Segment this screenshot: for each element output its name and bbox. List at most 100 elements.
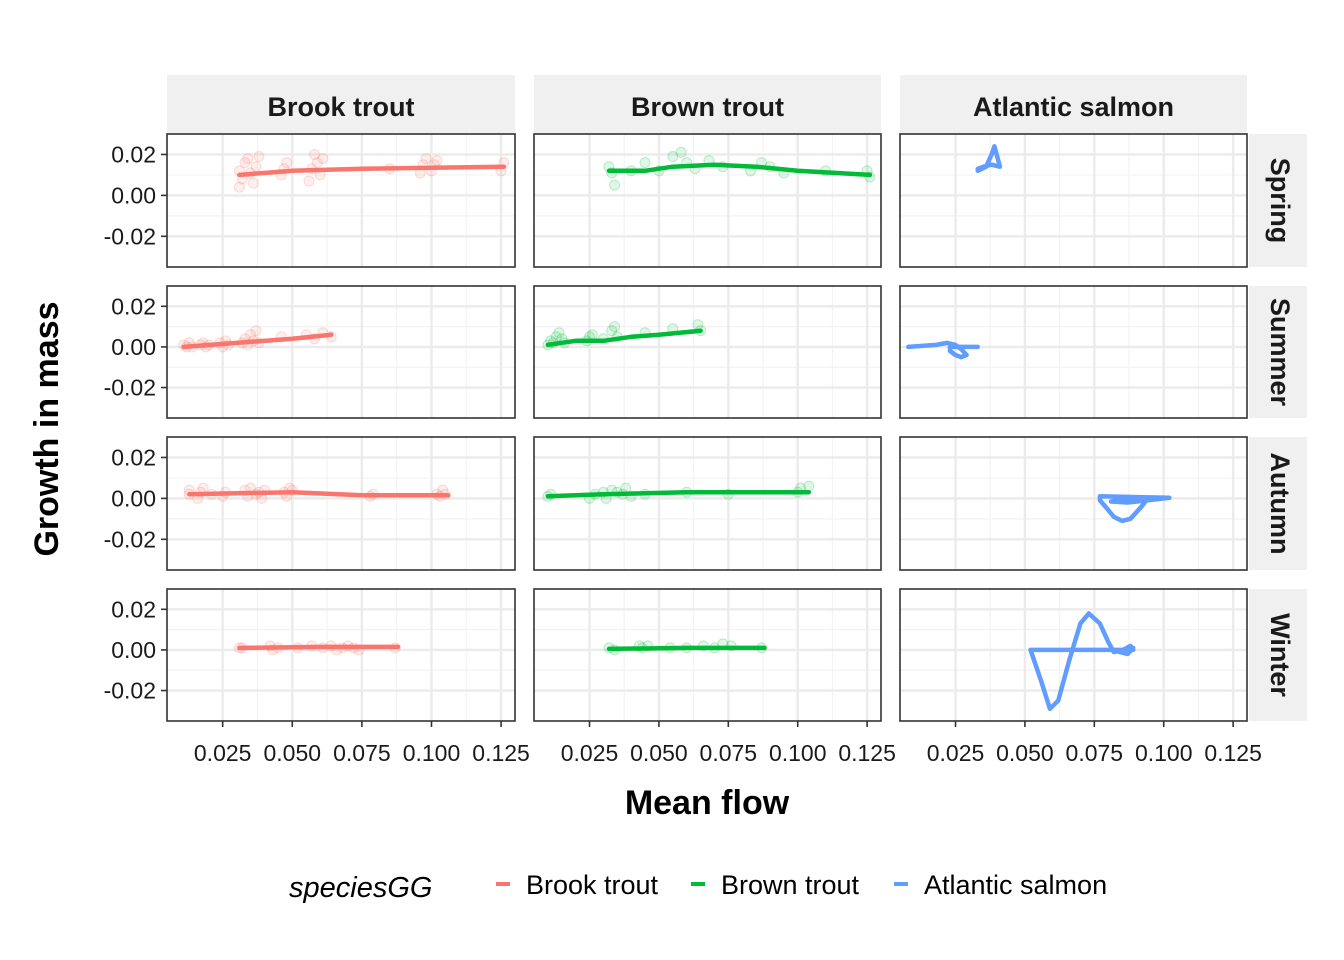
panel-atlantic-salmon-summer [899, 285, 1248, 419]
data-point [675, 146, 687, 158]
y-tick-label: -0.02 [104, 375, 156, 401]
panel-brown-trout-autumn [533, 436, 882, 571]
strip-brook-trout [167, 75, 515, 134]
legend-label-brook-trout: Brook trout [526, 870, 659, 900]
panel-brown-trout-winter [533, 588, 882, 722]
x-tick-label: 0.025 [561, 740, 619, 766]
data-point [250, 325, 262, 337]
strip-label-brook-trout: Brook trout [268, 92, 415, 122]
data-point [242, 153, 254, 165]
smooth-line-brown-trout [545, 328, 703, 348]
panel-background [900, 589, 1247, 721]
data-point [247, 177, 259, 189]
strip-atlantic-salmon [900, 75, 1247, 134]
smooth-line-brook-trout [187, 489, 451, 498]
smooth-line-brown-trout [606, 645, 767, 652]
strip-label-summer: Summer [1265, 298, 1295, 407]
data-point [420, 153, 432, 165]
y-tick-label: 0.02 [111, 444, 156, 470]
x-tick-label: 0.100 [403, 740, 461, 766]
data-point [281, 157, 293, 169]
strip-brown-trout [534, 75, 881, 134]
x-tick-label: 0.100 [769, 740, 827, 766]
panels [166, 133, 1248, 722]
strip-winter [1249, 589, 1307, 721]
panel-border [166, 133, 516, 268]
panel-background [534, 286, 881, 418]
data-point [233, 181, 245, 193]
x-tick-label: 0.025 [927, 740, 985, 766]
panel-border [166, 285, 516, 419]
data-point [303, 175, 315, 187]
legend-label-brown-trout: Brown trout [721, 870, 860, 900]
smooth-line-brook-trout [237, 644, 401, 651]
y-axis-title: Growth in mass [28, 301, 66, 556]
panel-border [533, 436, 882, 571]
data-point [639, 157, 651, 169]
data-point [609, 179, 621, 191]
panel-background [534, 589, 881, 721]
panel-background [167, 286, 515, 418]
panel-brook-trout-winter [166, 588, 516, 722]
y-tick-label: -0.02 [104, 678, 156, 704]
panel-border [533, 133, 882, 268]
panel-brook-trout-autumn [166, 436, 516, 571]
x-axis-title: Mean flow [625, 784, 790, 822]
x-tick-label: 0.075 [700, 740, 758, 766]
row-strips: Spring Summer Autumn Winter [1249, 134, 1307, 721]
y-tick-label: -0.02 [104, 526, 156, 552]
panel-border [899, 133, 1248, 268]
data-point [239, 157, 251, 169]
smooth-line-atlantic-salmon [906, 340, 980, 360]
smooth-line-brown-trout [606, 162, 873, 178]
y-tick-label: 0.00 [111, 637, 156, 663]
panel-background [167, 134, 515, 267]
y-tick-label: 0.02 [111, 141, 156, 167]
data-point [253, 151, 265, 163]
x-tick-label: 0.125 [838, 740, 896, 766]
y-tick-label: 0.00 [111, 334, 156, 360]
panel-background [167, 437, 515, 570]
strip-label-atlantic-salmon: Atlantic salmon [973, 92, 1174, 122]
panel-background [534, 437, 881, 570]
legend-label-atlantic-salmon: Atlantic salmon [924, 870, 1107, 900]
data-point [586, 329, 598, 341]
smooth-line-atlantic-salmon [975, 144, 1003, 174]
panel-brown-trout-summer [533, 285, 882, 419]
panel-border [899, 436, 1248, 571]
y-tick-label: 0.02 [111, 293, 156, 319]
data-point [250, 161, 262, 173]
smooth-line-brook-trout [237, 164, 507, 178]
panel-atlantic-salmon-winter [899, 588, 1248, 722]
y-tick-label: 0.02 [111, 596, 156, 622]
x-tick-label: 0.025 [194, 740, 252, 766]
panel-border [899, 285, 1248, 419]
panel-background [900, 286, 1247, 418]
x-tick-label: 0.075 [1066, 740, 1124, 766]
data-point [309, 148, 321, 160]
panel-background [534, 134, 881, 267]
data-point [667, 151, 679, 163]
smooth-line-atlantic-salmon [1028, 611, 1136, 712]
strip-label-autumn: Autumn [1265, 453, 1295, 555]
panel-border [166, 588, 516, 722]
strip-summer [1249, 286, 1307, 418]
data-point [431, 155, 443, 167]
panel-border [166, 436, 516, 571]
strip-label-spring: Spring [1265, 158, 1295, 244]
panel-brook-trout-summer [166, 285, 516, 419]
column-strips: Brook trout Brown trout Atlantic salmon [167, 75, 1247, 134]
axes: -0.02 0.00 0.02 -0.02 0.00 0.02 -0.02 0.00 0.02 -… [104, 141, 1262, 766]
panel-atlantic-salmon-spring [899, 133, 1248, 268]
panel-border [533, 588, 882, 722]
x-tick-label: 0.050 [630, 740, 688, 766]
data-point [609, 321, 621, 333]
data-point [311, 157, 323, 169]
y-tick-label: 0.00 [111, 182, 156, 208]
x-tick-label: 0.125 [472, 740, 530, 766]
smooth-line-atlantic-salmon [1097, 494, 1172, 524]
strip-autumn [1249, 437, 1307, 570]
x-tick-label: 0.075 [333, 740, 391, 766]
panel-brook-trout-spring [166, 133, 516, 268]
x-tick-label: 0.050 [263, 740, 321, 766]
